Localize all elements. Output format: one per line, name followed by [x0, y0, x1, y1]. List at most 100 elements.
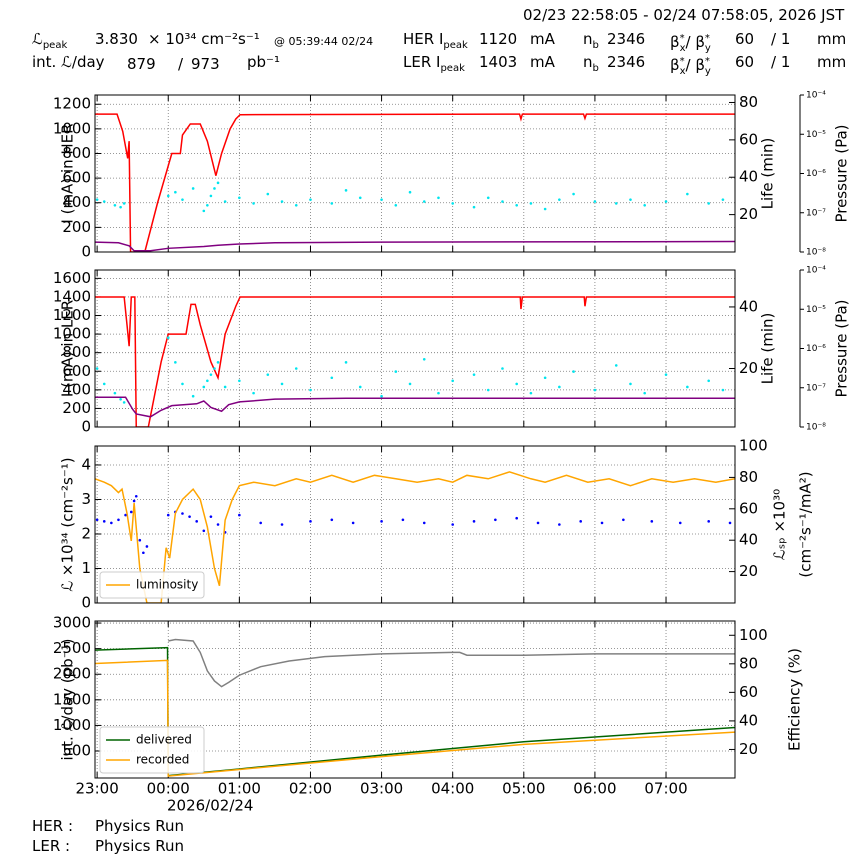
data-point [181, 198, 184, 201]
beta-label: β*x/ β*y [670, 53, 711, 81]
beta-x: 60 [735, 30, 755, 48]
data-point [401, 518, 405, 522]
y2-axis-label: Life (min) [759, 138, 777, 210]
data-point [132, 499, 136, 503]
subscript: peak [42, 40, 68, 51]
data-point [380, 520, 383, 523]
data-point [309, 388, 312, 392]
y2-axis-label: ℒₛₚ ×10³⁰ [771, 489, 789, 560]
data-point [95, 367, 99, 370]
subscript: y [704, 66, 711, 77]
data-point [614, 364, 618, 367]
data-point [280, 523, 284, 526]
y2-tick-label: 80 [739, 654, 758, 672]
y-tick-label: 200 [62, 218, 91, 236]
status-ring: LER : [32, 837, 71, 855]
y-tick-label: 3 [81, 490, 91, 508]
data-point [110, 521, 113, 525]
data-point [515, 516, 518, 520]
data-point [102, 382, 106, 386]
data-point [129, 510, 133, 514]
data-point [95, 518, 99, 522]
y3-tick-label: 10⁻⁵ [806, 305, 826, 315]
data-point [294, 203, 298, 207]
y-tick-label: 1000 [53, 119, 91, 137]
lumi-peak-label: ℒpeak [32, 30, 67, 55]
data-point [543, 207, 547, 211]
y2-tick-label: 60 [739, 130, 758, 148]
y-tick-label: 0 [81, 418, 91, 436]
data-point [166, 336, 170, 340]
x-tick-label: 04:00 [431, 780, 474, 798]
int-lumi-label: int. ℒ/day [32, 53, 105, 71]
data-point [266, 373, 270, 376]
legend-label: recorded [136, 753, 189, 767]
data-point [238, 513, 241, 517]
data-point [122, 401, 126, 404]
x-tick-label: 23:00 [76, 780, 119, 798]
data-point [707, 379, 710, 383]
data-point [408, 190, 412, 194]
plot-area [95, 638, 735, 777]
data-point [206, 203, 209, 207]
data-point [707, 520, 710, 523]
y-tick-label: 0 [81, 594, 91, 612]
data-point [145, 545, 149, 548]
data-point [650, 520, 654, 523]
y-tick-label: 400 [62, 193, 91, 211]
y3-tick-label: 10⁻⁶ [806, 344, 826, 354]
data-point [134, 494, 138, 498]
ring-name: HER I [403, 30, 444, 48]
plot-area [95, 471, 735, 603]
data-point [501, 200, 504, 203]
data-line [95, 240, 735, 252]
data-point [380, 394, 383, 398]
subscript: x [679, 66, 686, 77]
y-tick-label: 3000 [53, 614, 91, 632]
plot-frame [94, 269, 736, 428]
data-point [394, 203, 398, 207]
y-axis-label: ℒ ×10³⁴ (cm⁻²s⁻¹) [59, 457, 77, 591]
timestamp: 02/23 22:58:05 - 02/24 07:58:05, 2026 JS… [523, 6, 845, 24]
subscript: y [704, 43, 711, 54]
y-axis-label: int. ℒ/day (pb⁻¹) [59, 639, 77, 761]
data-line [95, 471, 735, 603]
y2-tick-label: 60 [739, 499, 758, 517]
data-point [629, 198, 632, 201]
data-point [191, 394, 195, 398]
data-point [330, 518, 334, 522]
nb-value: 2346 [607, 30, 646, 48]
int-lumi-delivered: 973 [191, 55, 220, 73]
data-point [188, 515, 191, 518]
data-point [216, 523, 220, 526]
plot-frame [94, 445, 736, 604]
y-tick-label: 600 [62, 362, 91, 380]
data-point [543, 376, 547, 380]
y2-tick-label: 80 [739, 93, 758, 111]
legend-box [99, 571, 205, 599]
x-tick-label: 01:00 [218, 780, 261, 798]
data-point [252, 202, 255, 205]
data-point [330, 376, 334, 380]
y-tick-label: 0 [81, 243, 91, 261]
data-point [686, 192, 689, 196]
data-point [422, 357, 426, 361]
beta: β [670, 56, 680, 74]
data-point [202, 385, 206, 389]
data-point [501, 367, 504, 370]
y2-tick-label: 20 [739, 562, 758, 580]
y2-tick-label: 40 [739, 531, 758, 549]
subscript: b [592, 40, 599, 51]
data-point [380, 198, 383, 201]
y-tick-label: 1000 [53, 716, 91, 734]
data-point [138, 538, 142, 542]
data-point [678, 521, 682, 525]
int-lumi-sep: / [178, 55, 184, 73]
data-point [622, 518, 625, 522]
data-point [558, 385, 561, 389]
nb-label: nb [583, 30, 599, 55]
data-point [142, 551, 145, 555]
data-point [166, 194, 170, 198]
data-line [95, 296, 735, 427]
y-tick-label: 200 [62, 399, 91, 417]
